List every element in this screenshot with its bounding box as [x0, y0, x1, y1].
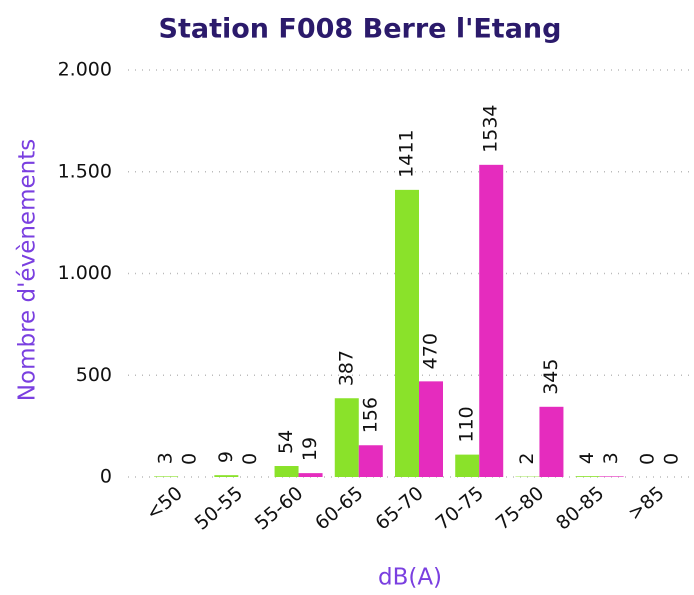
- data-label: 9: [215, 451, 237, 463]
- bar: [419, 381, 443, 477]
- x-tick-label: 70-75: [432, 482, 488, 534]
- data-label: 0: [636, 453, 658, 465]
- data-label: 1411: [396, 130, 418, 178]
- bar: [539, 406, 564, 477]
- data-label: 1534: [480, 104, 502, 152]
- x-tick-label: 75-80: [492, 482, 548, 534]
- bar: [214, 475, 239, 477]
- chart-title: Station F008 Berre l'Etang: [159, 14, 562, 45]
- x-axis-label: dB(A): [378, 565, 442, 591]
- x-tick-label: >85: [624, 482, 669, 525]
- data-label: 19: [299, 437, 321, 461]
- bar: [599, 476, 624, 477]
- bar: [395, 189, 419, 477]
- data-label: 387: [335, 350, 357, 386]
- x-tick-label: 65-70: [371, 482, 427, 534]
- y-tick-label: 0: [100, 466, 112, 488]
- bar: [154, 476, 179, 477]
- data-label: 3: [155, 452, 177, 464]
- data-label: 3: [600, 452, 622, 464]
- data-label: 110: [456, 406, 478, 442]
- bar: [274, 466, 299, 477]
- y-tick-label: 500: [76, 364, 112, 386]
- data-label: 0: [660, 453, 682, 465]
- data-label: 470: [420, 333, 442, 369]
- data-label: 156: [359, 397, 381, 433]
- bar: [455, 454, 480, 477]
- y-axis-label: Nombre d'évènements: [15, 139, 41, 401]
- x-tick-label: <50: [142, 482, 187, 525]
- x-tick-label: 80-85: [552, 482, 608, 534]
- x-tick-label: 50-55: [191, 482, 247, 534]
- bar: [575, 476, 600, 477]
- bar: [479, 164, 504, 477]
- data-label: 2: [516, 452, 538, 464]
- bar: [334, 398, 359, 477]
- bar: [358, 445, 383, 477]
- data-label: 345: [540, 359, 562, 395]
- y-tick-label: 2.000: [58, 59, 112, 81]
- x-tick-label: 55-60: [251, 482, 307, 534]
- data-label: 4: [576, 452, 598, 464]
- data-label: 54: [275, 430, 297, 454]
- bar: [298, 473, 323, 477]
- data-label: 0: [179, 453, 201, 465]
- data-label: 0: [239, 453, 261, 465]
- x-tick-label: 60-65: [311, 482, 367, 534]
- y-tick-label: 1.500: [58, 160, 112, 182]
- y-tick-label: 1.000: [58, 262, 112, 284]
